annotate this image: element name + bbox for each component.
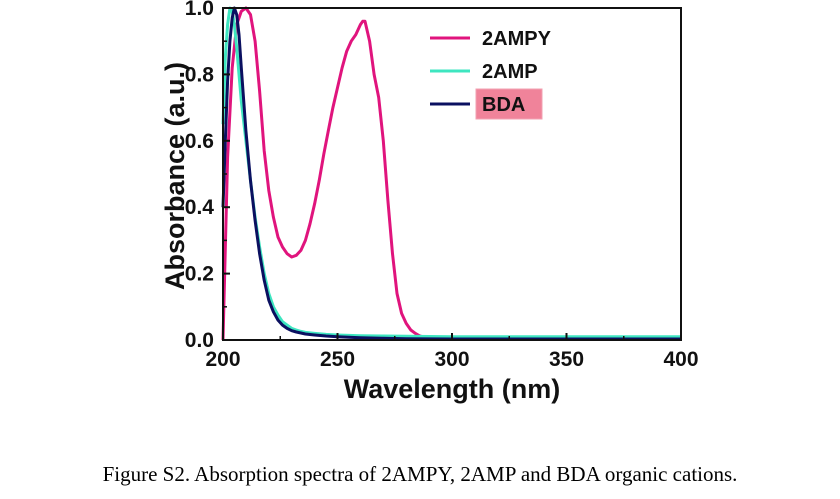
axes: 200 250 300 350 400 0.0 0.2 0.4 0.6 0.8 1.0 [185,0,699,371]
series-line-2ampy [221,6,681,341]
y-tick-label: 1.0 [185,0,214,20]
x-tick-label: 400 [663,348,698,371]
plot-frame [222,7,682,341]
y-tick-label: 0.4 [185,196,215,219]
x-tick-label: 350 [549,348,584,371]
y-axis-title: Absorbance (a.u.) [160,62,190,290]
series-line-2amp [221,6,681,339]
y-tick-label: 0.0 [185,329,214,352]
legend-label-2ampy: 2AMPY [482,28,552,50]
x-tick-label: 250 [320,348,355,371]
series-layer [221,6,681,341]
figure-caption: Figure S2. Absorption spectra of 2AMPY, … [102,462,738,486]
y-tick-label: 0.8 [185,63,215,86]
y-tick-label: 0.2 [185,263,214,286]
x-axis-title: Wavelength (nm) [344,374,561,404]
x-tick-label: 200 [205,348,240,371]
legend-label-bda: BDA [482,94,525,116]
legend: 2AMPY 2AMP BDA [430,28,552,120]
x-tick-label: 300 [434,348,469,371]
y-tick-label: 0.6 [185,130,214,153]
absorption-chart: 200 250 300 350 400 0.0 0.2 0.4 0.6 0.8 1.0 2AMPY 2… [160,0,699,404]
legend-highlight-box [475,88,543,120]
legend-label-2amp: 2AMP [482,61,538,83]
series-line-bda [221,6,681,341]
